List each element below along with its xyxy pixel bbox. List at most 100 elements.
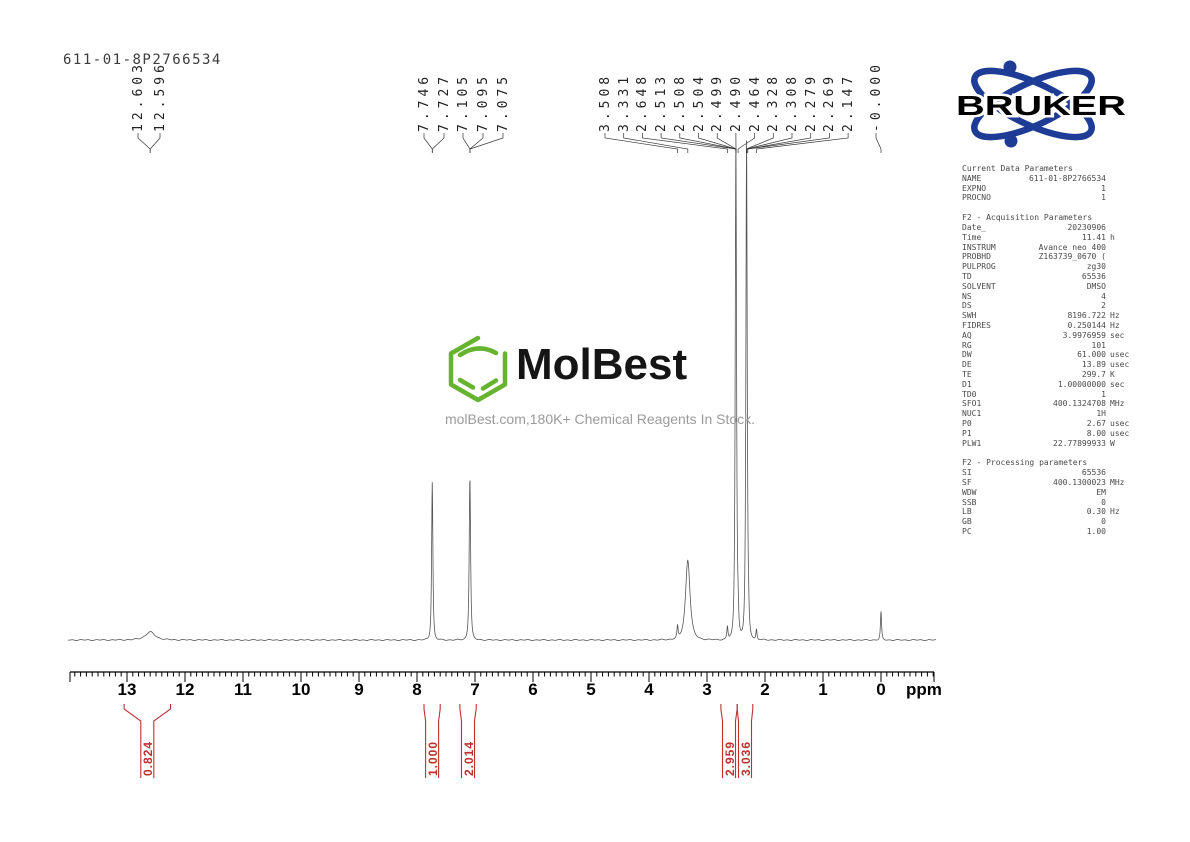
param-value: EM xyxy=(1096,487,1106,497)
param-label: PROCNO xyxy=(962,193,991,203)
integral-bracket xyxy=(459,704,477,778)
param-row: TD 65536 xyxy=(962,272,1140,282)
peak-shift-label: 2.279 xyxy=(803,72,819,132)
param-unit: h xyxy=(1110,232,1115,242)
param-value: 65536 xyxy=(1081,468,1106,478)
param-label: PROBHD xyxy=(962,252,991,262)
peak-pointer-line xyxy=(137,133,151,153)
param-section: F2 - Processing parameters SI 65536 SF 400.1… xyxy=(962,458,1140,536)
param-label: TD xyxy=(962,271,972,281)
param-value: 0 xyxy=(1101,497,1106,507)
param-unit: K xyxy=(1110,369,1115,379)
peak-shift-label: 7.095 xyxy=(476,72,491,132)
param-unit xyxy=(1106,174,1140,184)
param-unit: usec xyxy=(1110,350,1130,360)
param-row: PROBHD Z163739_0670 ( xyxy=(962,252,1140,262)
param-section: F2 - Acquisition Parameters Date_ 20230906… xyxy=(962,213,1140,448)
param-row: P1 8.00 usec xyxy=(962,429,1140,439)
param-value: 0 xyxy=(1101,517,1106,527)
peak-shift-label: 2.490 xyxy=(728,72,744,132)
param-label: P1 xyxy=(962,428,972,438)
param-section-title: F2 - Processing parameters xyxy=(962,458,1088,468)
x-axis-tick-label: 7 xyxy=(470,680,480,699)
param-row: INSTRUM Avance neo 400 xyxy=(962,243,1140,253)
integral-value-label: 2.014 xyxy=(462,740,477,776)
peak-pointer-line xyxy=(149,133,161,153)
param-unit xyxy=(1106,527,1140,537)
param-row: SSB 0 xyxy=(962,498,1140,508)
param-unit: usec xyxy=(1110,428,1130,438)
param-row: PC 1.00 xyxy=(962,527,1140,537)
param-value: 2.67 xyxy=(1086,418,1106,428)
integral-bracket xyxy=(423,704,441,778)
x-axis-tick-label: 11 xyxy=(234,680,252,699)
peak-shift-label: 7.727 xyxy=(437,72,452,132)
param-unit xyxy=(1106,468,1140,478)
peak-pointer-line xyxy=(623,133,689,153)
x-axis-tick-label: 0 xyxy=(876,680,886,699)
peak-pointer-line xyxy=(604,133,678,153)
integral-value-label: 2.959 xyxy=(723,740,738,776)
peak-shift-label: 12.603 xyxy=(131,61,146,132)
param-label: TD0 xyxy=(962,389,977,399)
param-unit xyxy=(1106,390,1140,400)
peak-shift-label: 2.499 xyxy=(710,72,726,132)
param-row: DW 61.000 usec xyxy=(962,350,1140,360)
param-value: 4 xyxy=(1101,291,1106,301)
peak-pointer-line xyxy=(747,133,830,153)
param-label: NAME xyxy=(962,173,982,183)
param-unit: MHz xyxy=(1110,477,1125,487)
param-label: INSTRUM xyxy=(962,242,996,252)
param-unit xyxy=(1106,292,1140,302)
param-unit xyxy=(1106,282,1140,292)
param-label: EXPNO xyxy=(962,183,987,193)
peak-pointer-line xyxy=(747,133,812,153)
param-row: PULPROG zg30 xyxy=(962,262,1140,272)
param-row: AQ 3.9976959 sec xyxy=(962,331,1140,341)
param-label: PC xyxy=(962,526,972,536)
param-unit: sec xyxy=(1110,330,1125,340)
param-value: 22.77899933 xyxy=(1053,438,1106,448)
param-value: 8.00 xyxy=(1086,428,1106,438)
param-value: Z163739_0670 ( xyxy=(1038,252,1106,262)
param-value: 0.30 xyxy=(1086,507,1106,517)
param-row: FIDRES 0.250144 Hz xyxy=(962,321,1140,331)
param-row: DS 2 xyxy=(962,301,1140,311)
param-value: 20230906 xyxy=(1067,222,1106,232)
param-unit xyxy=(1106,272,1140,282)
param-unit xyxy=(1106,252,1140,262)
molbest-wordmark: MolBest xyxy=(516,340,688,389)
param-unit: MHz xyxy=(1110,399,1125,409)
peak-shift-label: 2.504 xyxy=(691,72,707,132)
param-unit: sec xyxy=(1110,379,1125,389)
spectrum-title: 611-01-8P2766534 xyxy=(63,52,222,68)
param-label: SOLVENT xyxy=(962,281,996,291)
x-axis-tick-label: 9 xyxy=(354,680,364,699)
peak-shift-label: 2.508 xyxy=(672,72,688,132)
param-unit: Hz xyxy=(1110,311,1120,321)
x-axis-tick-label: 5 xyxy=(586,680,596,699)
param-section: Current Data Parameters NAME 611-01-8P2766… xyxy=(962,164,1140,203)
integral-bracket xyxy=(123,704,172,778)
peak-pointer-line xyxy=(737,133,755,153)
param-value: 61.000 xyxy=(1077,350,1106,360)
param-row: Date_ 20230906 xyxy=(962,223,1140,233)
param-label: SFO1 xyxy=(962,399,982,409)
x-axis-tick-label: 4 xyxy=(644,680,654,699)
peak-shift-label: 2.269 xyxy=(822,72,838,132)
param-value: 299.7 xyxy=(1081,369,1106,379)
param-unit xyxy=(1106,517,1140,527)
x-axis-tick-label: 8 xyxy=(412,680,422,699)
param-label: DS xyxy=(962,301,972,311)
param-value: 1.00000000 xyxy=(1057,379,1106,389)
x-axis-unit-label: ppm xyxy=(906,680,942,699)
param-row: GB 0 xyxy=(962,517,1140,527)
param-label: SI xyxy=(962,468,972,478)
peak-shift-label: -0.000 xyxy=(869,61,884,132)
param-value: DMSO xyxy=(1086,281,1106,291)
param-unit xyxy=(1106,341,1140,351)
param-row: P0 2.67 usec xyxy=(962,419,1140,429)
peak-pointer-line xyxy=(875,133,882,153)
param-row: SOLVENT DMSO xyxy=(962,282,1140,292)
